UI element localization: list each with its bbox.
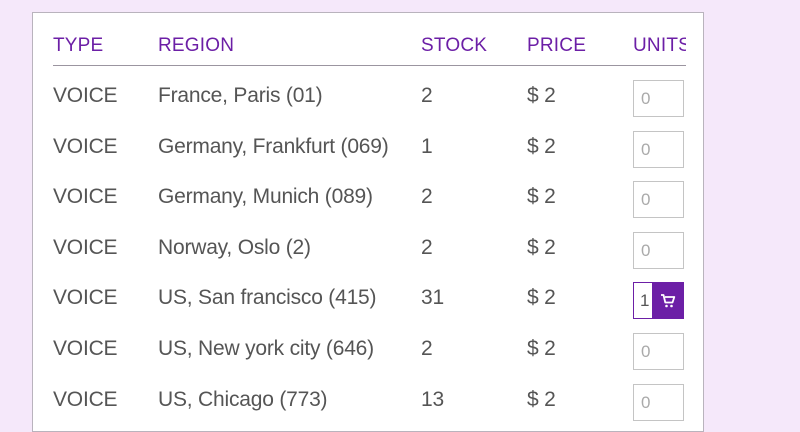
cell-type: VOICE [53,134,118,158]
cell-stock: 13 [421,387,444,411]
numbers-table: TYPE REGION STOCK PRICE UNITS VOICE Franc… [53,13,686,421]
table-row: VOICE US, San francisco (415) 31 $ 2 1 [53,268,686,320]
table-body: VOICE France, Paris (01) 2 $ 2 0 VOICE Germany… [53,66,686,421]
units-input[interactable]: 0 [633,130,684,168]
cell-region: Germany, Munich (089) [158,185,373,209]
cell-type: VOICE [53,286,118,310]
cell-type: VOICE [53,84,118,107]
units-input[interactable]: 0 [633,383,684,421]
cell-stock: 31 [421,286,444,310]
cell-stock: 1 [421,134,433,158]
cell-type: VOICE [53,387,118,411]
cell-stock: 2 [421,185,433,209]
units-value[interactable]: 1 [640,291,650,311]
table-row: VOICE France, Paris (01) 2 $ 2 0 [53,66,686,117]
cell-region: Germany, Frankfurt (069) [158,134,389,158]
table-row: VOICE US, Chicago (773) 13 $ 2 0 [53,370,686,421]
cell-price: $ 2 [527,134,556,158]
header-price: PRICE [527,35,587,56]
shopping-cart-icon [661,293,676,308]
cell-stock: 2 [421,84,433,107]
table-row: VOICE US, New york city (646) 2 $ 2 0 [53,319,686,370]
cell-stock: 2 [421,235,433,259]
table-row: VOICE Norway, Oslo (2) 2 $ 2 0 [53,218,686,269]
units-input[interactable]: 0 [633,80,684,117]
cell-type: VOICE [53,185,118,209]
cell-price: $ 2 [527,286,556,310]
units-input-active[interactable]: 1 [633,282,684,320]
units-input[interactable]: 0 [633,332,684,370]
add-to-cart-button[interactable] [652,282,684,320]
table-header: TYPE REGION STOCK PRICE UNITS [53,13,686,66]
cell-price: $ 2 [527,185,556,209]
cell-region: France, Paris (01) [158,84,323,107]
cell-price: $ 2 [527,387,556,411]
header-stock: STOCK [421,35,488,56]
header-type: TYPE [53,35,104,56]
cell-region: Norway, Oslo (2) [158,235,311,259]
numbers-table-panel: TYPE REGION STOCK PRICE UNITS VOICE Franc… [32,12,704,432]
units-input[interactable]: 0 [633,231,684,269]
header-region: REGION [158,35,235,56]
table-row: VOICE Germany, Munich (089) 2 $ 2 0 [53,167,686,219]
table-row: VOICE Germany, Frankfurt (069) 1 $ 2 0 [53,117,686,168]
cell-type: VOICE [53,235,118,259]
cell-price: $ 2 [527,336,556,360]
cell-price: $ 2 [527,84,556,107]
cell-region: US, Chicago (773) [158,387,328,411]
header-units: UNITS [633,35,686,56]
cell-price: $ 2 [527,235,556,259]
cell-region: US, San francisco (415) [158,286,377,310]
cell-type: VOICE [53,336,118,360]
cell-stock: 2 [421,336,433,360]
cell-region: US, New york city (646) [158,336,374,360]
units-input[interactable]: 0 [633,181,684,219]
